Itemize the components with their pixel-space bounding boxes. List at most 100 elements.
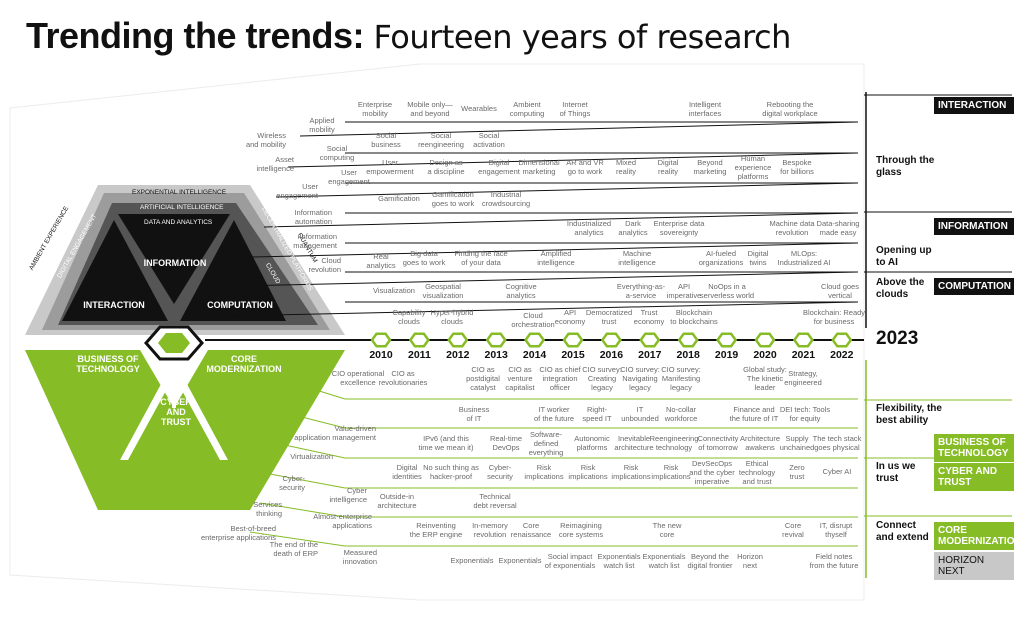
bottom-topic-label: CIO operational excellence: [331, 369, 385, 387]
top-topic-label: Machine intelligence: [618, 249, 656, 267]
bottom-topic-label: CIO survey: Navigating legacy: [620, 365, 660, 392]
top-topic-label: Enterprise mobility: [357, 100, 393, 118]
year-hex: [562, 332, 584, 348]
tag-core: CORE MODERNIZATION: [934, 522, 1022, 550]
bottom-origin-label: Cyber- security: [279, 474, 305, 492]
top-topic-label: Digital engagement: [478, 158, 520, 176]
top-row-line: [251, 242, 859, 258]
year-label: 2012: [446, 349, 470, 361]
top-topic-label: Beyond marketing: [693, 158, 727, 176]
bottom-topic-label: Supply unchained: [779, 434, 815, 452]
bottom-origin-label: Services thinking: [253, 500, 282, 518]
bottom-topic-label: Outside-in architecture: [377, 492, 417, 510]
bottom-row-diag: [279, 443, 346, 459]
tag-cyber: CYBER AND TRUST: [934, 463, 1014, 491]
tag-computation: COMPUTATION: [934, 278, 1014, 295]
interaction-triangle: [62, 220, 168, 321]
top-topic-label: Finding the face of your data: [454, 249, 508, 267]
top-row-line: [239, 271, 859, 287]
band-exponential-intelligence: EXPONENTIAL INTELLIGENCE: [132, 189, 227, 196]
top-topic-label: API economy: [554, 308, 586, 326]
top-topic-label: API imperative: [666, 282, 702, 300]
year-hex: [792, 332, 814, 348]
bottom-topic-label: DEI tech: Tools for equity: [779, 405, 831, 423]
year-label: 2011: [408, 349, 431, 361]
top-origin-label: Asset intelligence: [256, 155, 294, 173]
heading-above-clouds: Above the clouds: [876, 277, 925, 300]
band-artificial-intelligence: ARTIFICIAL INTELLIGENCE: [140, 204, 224, 211]
top-topic-label: User empowerment: [366, 158, 414, 176]
top-origin-label: User engagement: [276, 182, 318, 200]
top-topic-label: User engagement: [328, 168, 370, 186]
bottom-origin-label: Cyber intelligence: [329, 486, 367, 504]
top-origin-label: Information management: [293, 232, 337, 250]
year-hex: [831, 332, 853, 348]
bottom-topic-label: Core revival: [782, 521, 804, 539]
top-topic-label: Enterprise data sovereignty: [653, 219, 705, 237]
band-data-analytics: DATA AND ANALYTICS: [144, 219, 213, 226]
tag-interaction: INTERACTION: [934, 97, 1014, 114]
tag-information: INFORMATION: [934, 218, 1014, 235]
year-hex: [754, 332, 776, 348]
bottom-topic-label: Connectivity of tomorrow: [697, 434, 739, 452]
top-row-line: [227, 301, 859, 317]
top-topic-label: AI-fueled organizations: [698, 249, 744, 267]
year-hex: [370, 332, 392, 348]
bottom-topic-label: Reinventing the ERP engine: [409, 521, 463, 539]
top-topic-label: Gamification: [378, 194, 420, 203]
bottom-topic-label: Right- speed IT: [582, 405, 612, 423]
bottom-topic-label: No-collar workforce: [664, 405, 698, 423]
top-topic-label: Social activation: [473, 131, 505, 149]
year-hex: [716, 332, 738, 348]
heading-through-glass: Through the glass: [876, 155, 935, 178]
top-topic-label: Rebooting the digital workplace: [762, 100, 818, 118]
hex-bottom: [25, 350, 345, 510]
top-topic-label: Industrial crowdsourcing: [481, 190, 531, 208]
bottom-topic-label: Strategy, engineered: [784, 369, 822, 387]
top-topic-label: Bespoke for billions: [780, 158, 814, 176]
tag-business: BUSINESS OF TECHNOLOGY: [934, 434, 1014, 462]
year-label: 2016: [599, 349, 624, 361]
year-label: 2019: [714, 349, 739, 361]
hex-label-business: BUSINESS OF TECHNOLOGY: [76, 354, 140, 374]
year-hex: [485, 332, 507, 348]
top-topic-label: Social reengineering: [418, 131, 464, 149]
bottom-topic-label: Autonomic platforms: [574, 434, 610, 452]
top-topic-label: Trust economy: [633, 308, 665, 326]
year-label: 2021: [791, 349, 816, 361]
bottom-topic-label: Beyond the digital frontier: [687, 552, 733, 570]
top-topic-label: Industrialized analytics: [566, 219, 612, 237]
bottom-topic-label: Inevitable architecture: [614, 434, 654, 452]
top-topic-label: Machine data revolution: [769, 219, 815, 237]
bottom-topic-label: Real-time DevOps: [489, 434, 523, 452]
top-row-line: [299, 121, 859, 137]
top-topic-label: Amplified intelligence: [537, 249, 575, 267]
year-label: 2022: [830, 349, 854, 361]
bottom-topic-label: Business of IT: [458, 405, 490, 423]
hex-label-cyber: CYBER AND TRUST: [160, 397, 192, 427]
bottom-topic-label: Digital identities: [392, 463, 422, 481]
bottom-topic-label: IT unbounded: [621, 405, 659, 423]
top-topic-label: Blockchain to blockchains: [670, 308, 718, 326]
bottom-topic-label: Risk implications: [524, 463, 564, 481]
bottom-topic-label: Exponentials: [498, 556, 542, 565]
bottom-row-diag: [269, 473, 346, 489]
top-topic-label: MLOps: Industrialized AI: [777, 249, 831, 267]
top-topic-label: Dark analytics: [618, 219, 648, 237]
top-topic-label: Social business: [371, 131, 401, 149]
center-hex-inner: [158, 333, 190, 353]
bottom-topic-label: IT, disrupt thyself: [819, 521, 853, 539]
bottom-topic-label: Risk implications: [651, 463, 691, 481]
bottom-row-diag: [299, 384, 346, 400]
top-topic-label: Geospatial visualization: [422, 282, 464, 300]
bottom-topic-label: No such thing as hacker-proof: [423, 463, 479, 481]
bottom-topic-label: Global study: The kinetic leader: [743, 365, 787, 392]
bottom-topic-label: IPv6 (and this time we mean it): [418, 434, 474, 452]
information-triangle: [118, 214, 230, 304]
top-row-line: [287, 152, 859, 168]
bottom-topic-label: Reengineering technology: [649, 434, 699, 452]
year-hex: [677, 332, 699, 348]
top-topic-label: Everything-as- a-service: [616, 282, 666, 300]
bottom-topic-label: Cyber AI: [822, 467, 852, 476]
current-year: 2023: [876, 328, 919, 349]
